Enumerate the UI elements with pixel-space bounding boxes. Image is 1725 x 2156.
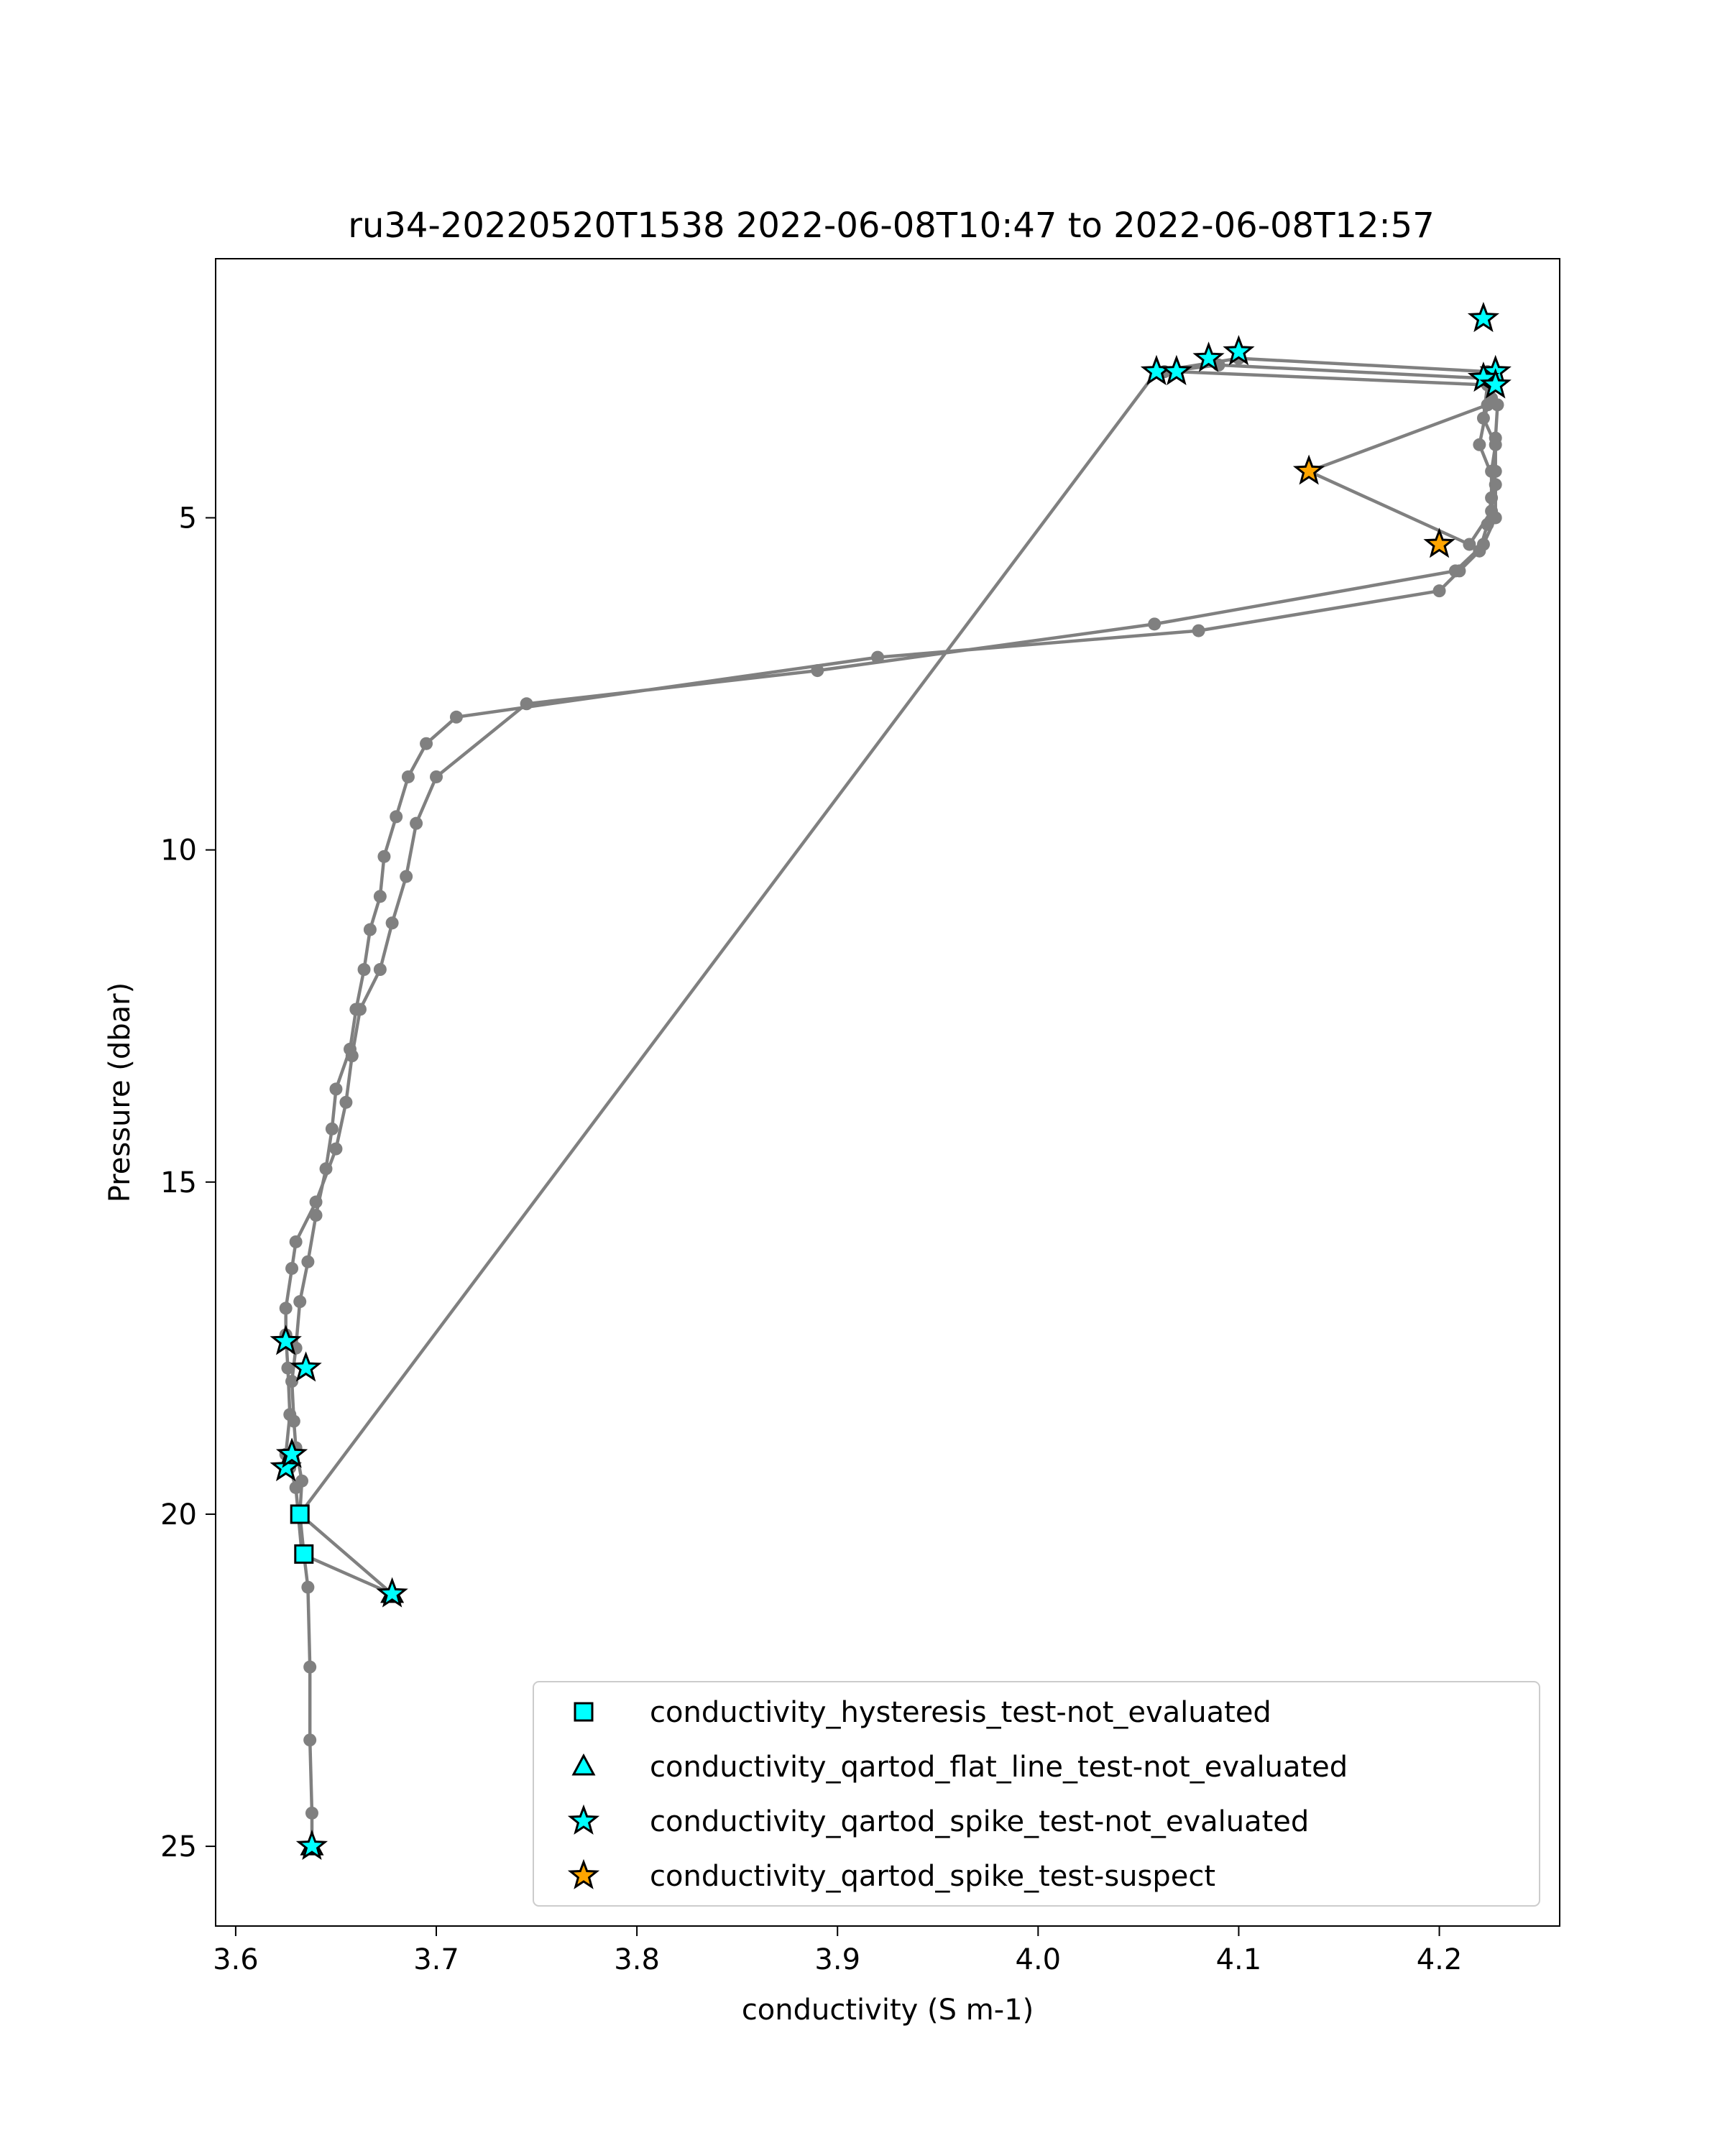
flag-marker (275, 1437, 308, 1468)
flag-marker (1467, 301, 1500, 333)
data-point (871, 650, 885, 664)
legend-box (533, 1681, 1540, 1907)
x-axis-label: conductivity (S m-1) (742, 1994, 1034, 2027)
data-point (1473, 544, 1486, 558)
data-point (301, 1255, 315, 1268)
data-point (363, 923, 377, 936)
legend-label: conductivity_hysteresis_test-not_evaluat… (650, 1696, 1271, 1729)
data-point (1485, 505, 1499, 518)
data-point (329, 1082, 343, 1096)
data-point (373, 890, 387, 903)
data-point (1485, 464, 1499, 478)
x-tick-label: 4.1 (1216, 1943, 1262, 1976)
y-tick-label: 15 (160, 1166, 197, 1199)
x-tick-label: 3.9 (814, 1943, 860, 1976)
y-tick-label: 10 (160, 834, 197, 867)
data-point (420, 737, 433, 750)
data-point (344, 1042, 356, 1056)
data-point (410, 816, 423, 830)
data-point (430, 770, 443, 783)
data-point (390, 810, 403, 824)
data-point (1432, 584, 1446, 598)
y-axis: 5 10 15 20 25 (160, 502, 216, 1864)
data-point (385, 916, 399, 930)
flag-marker (1192, 341, 1225, 372)
x-tick-label: 3.8 (614, 1943, 660, 1976)
legend-triangle-marker (571, 1753, 596, 1776)
x-tick-label: 4.0 (1016, 1943, 1062, 1976)
flag-marker (270, 1325, 302, 1355)
flag-marker (1160, 354, 1193, 385)
legend-square-marker (574, 1702, 594, 1722)
data-point (339, 1095, 353, 1109)
data-point (1481, 517, 1494, 531)
data-point (325, 1122, 339, 1135)
x-tick-label: 3.6 (213, 1943, 259, 1976)
legend-label: conductivity_qartod_spike_test-not_evalu… (650, 1805, 1309, 1838)
x-axis: 3.6 3.7 3.8 3.9 4.0 4.1 4.2 (213, 1926, 1462, 1976)
legend-label: conductivity_qartod_flat_line_test-not_e… (650, 1751, 1348, 1784)
data-point (1473, 438, 1486, 451)
data-point (1489, 478, 1502, 492)
x-tick-label: 4.2 (1417, 1943, 1463, 1976)
data-point (309, 1208, 323, 1222)
data-point (289, 1235, 303, 1248)
data-point (279, 1302, 293, 1315)
data-point (309, 1195, 323, 1209)
legend-star-marker (567, 1858, 600, 1889)
data-point (400, 870, 413, 883)
data-point (293, 1295, 307, 1309)
legend-label: conductivity_qartod_spike_test-suspect (650, 1860, 1215, 1893)
plot-area (270, 301, 1512, 1860)
data-point (303, 1660, 317, 1674)
data-point (449, 710, 463, 724)
data-point (1192, 624, 1205, 637)
flag-marker (294, 1544, 314, 1564)
data-point (1148, 617, 1162, 631)
data-point (1463, 538, 1476, 551)
data-point (401, 770, 415, 783)
data-point (1489, 438, 1502, 451)
y-tick-label: 20 (160, 1498, 197, 1531)
data-point (285, 1261, 299, 1275)
flag-marker (290, 1351, 322, 1382)
data-point (329, 1142, 343, 1156)
flag-marker (1467, 361, 1500, 392)
legend: conductivity_hysteresis_test-not_evaluat… (533, 1681, 1540, 1907)
x-tick-label: 3.7 (413, 1943, 459, 1976)
data-point (1453, 564, 1466, 578)
flag-marker (295, 1829, 328, 1860)
data-point (285, 1375, 299, 1388)
data-point (301, 1580, 315, 1594)
flag-marker (1479, 368, 1512, 399)
flag-marker (1223, 335, 1255, 366)
y-tick-label: 5 (179, 502, 197, 535)
data-point (287, 1414, 300, 1428)
data-point (303, 1733, 317, 1747)
data-point (305, 1806, 318, 1820)
data-point (295, 1474, 309, 1488)
data-point (377, 849, 391, 863)
data-point (373, 963, 387, 977)
data-point (319, 1162, 333, 1176)
data-point (281, 1361, 295, 1375)
legend-star-marker (567, 1804, 600, 1835)
axes-frame (215, 258, 1560, 1927)
flag-marker (290, 1504, 310, 1524)
data-point (1485, 491, 1499, 505)
chart-title: ru34-20220520T1538 2022-06-08T10:47 to 2… (348, 206, 1435, 246)
y-axis-label: Pressure (dbar) (104, 982, 137, 1202)
flag-marker (376, 1577, 408, 1608)
data-point (1476, 411, 1490, 425)
flag-marker (1292, 454, 1325, 485)
data-point (811, 664, 824, 678)
data-point (520, 697, 533, 711)
data-point (349, 1003, 363, 1016)
flag-marker (1423, 528, 1455, 558)
data-point (357, 963, 371, 977)
y-tick-label: 25 (160, 1830, 197, 1864)
